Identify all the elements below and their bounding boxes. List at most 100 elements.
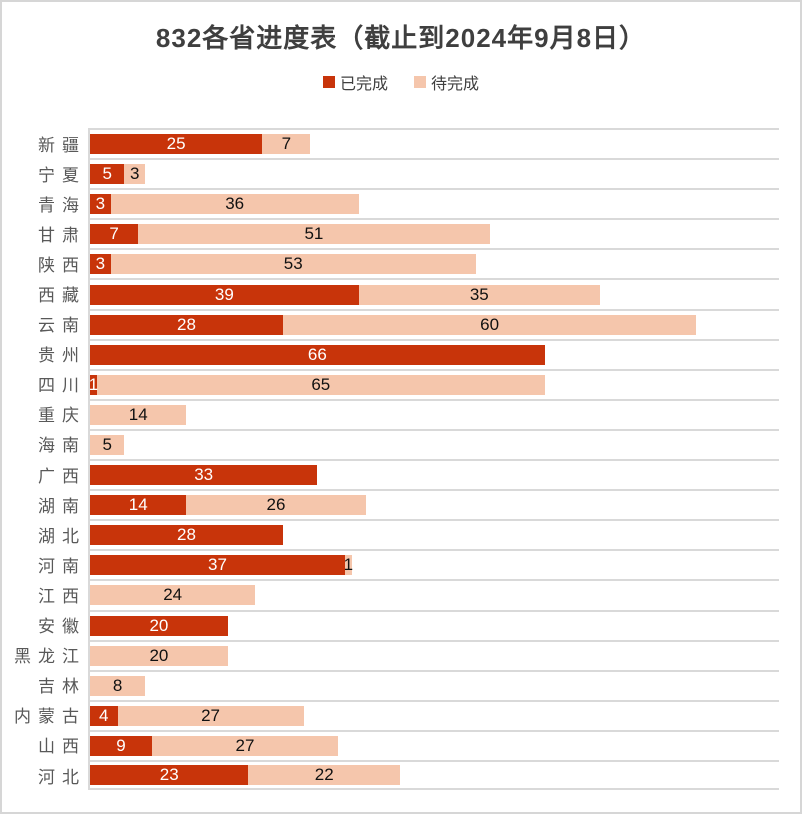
bar-segment-pending: 22: [248, 765, 401, 786]
value-label: 53: [283, 254, 303, 274]
category-label-text: 新疆: [38, 135, 86, 155]
bar-track: 5: [88, 428, 779, 460]
bar-segment-completed: 28: [90, 525, 283, 546]
value-label: 1: [88, 374, 99, 394]
category-label-text: 湖南: [38, 496, 86, 516]
category-label: 湖北: [2, 519, 88, 549]
legend-item-completed: 已完成: [322, 70, 388, 94]
value-label: 8: [112, 675, 123, 695]
bar-row: 湖南 14 26: [2, 489, 779, 520]
category-label: 西藏: [2, 278, 88, 308]
bar-row: 青海 3 36: [2, 188, 779, 219]
bar-segment-pending: 5: [90, 434, 125, 455]
category-label-text: 宁夏: [38, 165, 86, 185]
bar-segment-completed: 33: [90, 465, 318, 486]
bar-segment-pending: 53: [110, 254, 476, 275]
bar-row: 河南 37 1: [2, 549, 779, 580]
category-label-text: 江西: [38, 586, 86, 606]
value-label: 65: [311, 374, 331, 394]
bar-track: 20: [88, 609, 779, 640]
bar-segment-pending: 65: [96, 374, 545, 395]
plot-area: 新疆 25 7 宁夏 5 3 青海 3 36 甘肃 7 51 陕西 3 53 西藏 39 35 云南 28 60 贵州 66…: [2, 128, 800, 791]
category-label: 云南: [2, 309, 88, 339]
category-label-text: 四川: [38, 376, 86, 396]
bar-segment-pending: 7: [262, 134, 311, 155]
bar-track: 4 27: [88, 699, 779, 730]
bar-segment-completed: 5: [90, 164, 125, 185]
value-label: 35: [469, 284, 489, 304]
category-label-text: 河北: [38, 767, 86, 787]
bar-track: 28: [88, 519, 779, 550]
bar-segment-completed: 23: [90, 765, 249, 786]
pending-swatch-icon: [414, 76, 426, 88]
bar-segment-pending: 51: [138, 224, 490, 245]
category-label: 重庆: [2, 399, 88, 429]
value-label: 5: [102, 164, 112, 184]
category-label-text: 海南: [38, 436, 86, 456]
bar-segment-completed: 14: [90, 495, 187, 516]
legend: 已完成 待完成: [2, 70, 800, 94]
bar-segment-pending: 26: [186, 495, 366, 516]
bar-row: 西藏 39 35: [2, 278, 779, 309]
bar-segment-completed: 3: [90, 194, 111, 215]
category-label-text: 黑龙江: [14, 647, 86, 667]
value-label: 14: [128, 404, 148, 424]
value-label: 22: [314, 765, 334, 785]
bar-segment-completed: 25: [90, 134, 263, 155]
bar-track: 20: [88, 639, 779, 670]
bar-track: 28 60: [88, 308, 779, 339]
category-label: 陕西: [2, 248, 88, 278]
value-label: 3: [95, 194, 106, 214]
bar-track: 7 51: [88, 218, 779, 249]
bar-row: 江西 24: [2, 579, 779, 610]
bar-track: 14 26: [88, 489, 779, 520]
category-label: 甘肃: [2, 218, 88, 248]
category-label: 青海: [2, 188, 88, 218]
bar-track: 14: [88, 398, 779, 429]
category-label: 江西: [2, 579, 88, 609]
category-label: 新疆: [2, 128, 88, 158]
bar-segment-pending: 27: [117, 705, 304, 726]
value-label: 9: [116, 735, 126, 755]
bar-row: 内蒙古 4 27: [2, 699, 779, 730]
category-label-text: 西藏: [38, 286, 86, 306]
bar-track: 37 1: [88, 549, 779, 580]
category-label: 河南: [2, 549, 88, 579]
bar-row: 山西 9 27: [2, 729, 779, 760]
category-label: 黑龙江: [2, 640, 88, 670]
bar-track: 8: [88, 669, 779, 700]
bar-segment-pending: 1: [344, 555, 353, 576]
value-label: 7: [281, 134, 292, 154]
value-label: 27: [201, 705, 221, 725]
bar-track: 25 7: [88, 128, 779, 159]
value-label: 26: [266, 495, 286, 515]
legend-label: 待完成: [431, 76, 480, 93]
bar-row: 宁夏 5 3: [2, 158, 779, 189]
value-label: 20: [149, 645, 169, 665]
value-label: 5: [102, 434, 112, 454]
category-label-text: 陕西: [38, 255, 86, 275]
category-label-text: 广西: [38, 466, 86, 486]
bar-track: 3 36: [88, 188, 779, 219]
bar-row: 陕西 3 53: [2, 248, 779, 279]
value-label: 3: [95, 254, 106, 274]
bar-segment-pending: 36: [110, 194, 359, 215]
plot-body: 新疆 25 7 宁夏 5 3 青海 3 36 甘肃 7 51 陕西 3 53 西藏 39 35 云南 28 60 贵州 66…: [2, 128, 779, 791]
bar-segment-completed: 28: [90, 314, 283, 335]
value-label: 14: [128, 495, 148, 515]
bar-track: 66: [88, 338, 779, 369]
legend-label: 已完成: [339, 76, 388, 93]
category-label-text: 山西: [38, 737, 86, 757]
value-label: 60: [480, 314, 500, 334]
category-label-text: 安徽: [38, 617, 86, 637]
bar-row: 海南 5: [2, 428, 779, 460]
bar-row: 河北 23 22: [2, 759, 779, 791]
bar-track: 3 53: [88, 248, 779, 279]
bar-track: 39 35: [88, 278, 779, 309]
bar-segment-completed: 37: [90, 555, 345, 576]
value-label: 20: [149, 615, 169, 635]
value-label: 33: [194, 465, 214, 485]
bar-segment-pending: 60: [282, 314, 697, 335]
